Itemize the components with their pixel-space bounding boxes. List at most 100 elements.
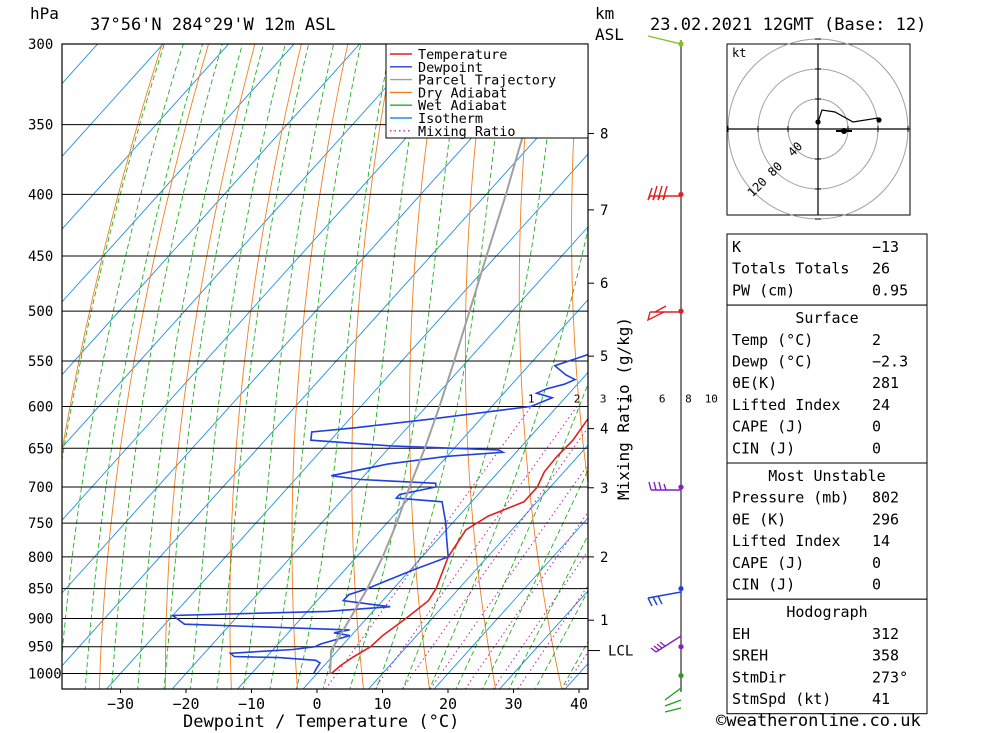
indices-row-label: CAPE (J) — [732, 554, 804, 572]
wind-barb — [646, 305, 681, 322]
datetime-title: 23.02.2021 12GMT (Base: 12) — [650, 15, 926, 35]
wet-adiabat-line — [62, 44, 184, 660]
wet-adiabat-line — [322, 44, 426, 689]
series-line-temperature — [330, 417, 588, 675]
wet-adiabat-line — [216, 44, 310, 689]
indices-row-label: Lifted Index — [732, 396, 840, 414]
indices-row-value: 0 — [872, 418, 881, 436]
indices-row-label: CIN (J) — [732, 439, 795, 457]
indices-row-value: 0 — [872, 439, 881, 457]
series-line-parcel-trajectory — [329, 77, 540, 674]
dry-adiabat-line — [98, 44, 209, 689]
dry-adiabat-line — [229, 44, 302, 689]
indices-row-value: 802 — [872, 489, 899, 507]
dry-adiabat-line — [409, 44, 442, 689]
wind-barb — [647, 35, 682, 45]
km-tick-label: 3 — [600, 481, 608, 497]
wet-adiabat-line — [296, 44, 392, 689]
indices-row-value: 26 — [872, 260, 890, 278]
indices-row-value: 281 — [872, 374, 899, 392]
pressure-tick-label: 900 — [28, 611, 53, 627]
indices-row-value: 358 — [872, 647, 899, 665]
isotherm-line — [62, 44, 230, 230]
legend-label: Dry Adiabat — [418, 85, 507, 101]
asl-axis-unit: ASL — [595, 25, 624, 44]
pressure-tick-label: 700 — [28, 480, 53, 496]
wind-level-dot — [678, 308, 684, 314]
indices-row-label: StmSpd (kt) — [732, 690, 831, 708]
mixing-ratio-line — [429, 463, 588, 689]
indices-row-label: PW (cm) — [732, 281, 795, 299]
x-axis-title: Dewpoint / Temperature (°C) — [183, 712, 459, 732]
km-axis-unit: km — [595, 4, 614, 23]
indices-row-value: −13 — [872, 238, 899, 256]
indices-row-label: CIN (J) — [732, 576, 795, 594]
indices-row-value: 0.95 — [872, 281, 908, 299]
isotherm-line — [302, 371, 588, 689]
wind-barb — [650, 635, 682, 653]
temperature-tick-label: 30 — [504, 695, 522, 713]
wet-adiabat-line — [62, 44, 165, 463]
indices-section-box — [726, 304, 928, 464]
wet-adiabat-line — [428, 226, 588, 689]
pressure-tick-label: 500 — [28, 304, 53, 320]
hodograph-start-point — [815, 119, 821, 125]
indices-row-label: Dewp (°C) — [732, 353, 813, 371]
legend-label: Dewpoint — [418, 60, 483, 76]
km-tick-label: 7 — [600, 203, 608, 219]
temperature-tick-label: −30 — [107, 695, 134, 713]
wet-adiabat-line — [508, 534, 588, 689]
mixing-ratio-label: 10 — [705, 392, 718, 405]
km-tick-label: 5 — [600, 349, 608, 365]
wet-adiabat-line — [84, 44, 204, 689]
indices-row-label: K — [732, 238, 741, 256]
km-tick-label: 6 — [600, 276, 608, 292]
dry-adiabat-line — [164, 44, 256, 689]
indices-row-label: Lifted Index — [732, 532, 840, 550]
wet-adiabat-line — [189, 44, 286, 689]
legend-label: Mixing Ratio — [418, 124, 516, 140]
mixing-ratio-label: 4 — [626, 392, 633, 405]
plot-frame — [61, 43, 589, 690]
wet-adiabat-line — [163, 44, 264, 689]
mixing-ratio-label: 1 — [528, 392, 535, 405]
dry-adiabat-line — [518, 44, 563, 689]
indices-row-label: SREH — [732, 647, 768, 665]
wind-barb — [648, 481, 681, 491]
mixing-ratio-axis-label: Mixing Ratio (g/kg) — [614, 317, 633, 500]
indices-section-box — [726, 462, 928, 600]
dry-adiabat-line — [62, 44, 163, 454]
legend-box — [385, 43, 589, 139]
dry-adiabat-line — [571, 44, 588, 487]
dry-adiabat-line — [949, 26, 1000, 699]
temperature-tick-label: 10 — [373, 695, 391, 713]
indices-row-label: θE (K) — [732, 510, 786, 528]
mixing-ratio-line — [464, 511, 588, 689]
mixing-ratio-line — [517, 584, 588, 689]
indices-row-value: 14 — [872, 532, 890, 550]
mixing-ratio-label: 2 — [574, 392, 581, 405]
pressure-gridlines — [62, 43, 588, 675]
pressure-tick-label: 300 — [28, 37, 53, 53]
hodograph-end-point — [876, 117, 882, 123]
dry-adiabat-lines — [62, 26, 1000, 699]
indices-row-value: 273° — [872, 668, 908, 686]
wind-level-dot — [678, 672, 684, 679]
isotherm-line — [171, 226, 588, 689]
pressure-tick-labels: 300 350 400 450 500 550 600 650 700 750 800 850 900 9… — [28, 37, 62, 683]
indices-row-value: 0 — [872, 554, 881, 572]
left-axis-unit: hPa — [30, 4, 59, 23]
km-tick-label: 1 — [600, 613, 608, 629]
wet-adiabat-line — [402, 44, 560, 689]
wet-adiabat-line — [375, 44, 508, 689]
isotherm-line — [62, 44, 99, 85]
legend-label: Parcel Trajectory — [418, 73, 556, 89]
mixing-ratio-line — [562, 651, 588, 689]
indices-section-title: Hodograph — [786, 603, 867, 621]
wind-barb — [647, 185, 681, 201]
pressure-tick-label: 850 — [28, 582, 53, 598]
km-tick-label: 4 — [600, 422, 608, 438]
